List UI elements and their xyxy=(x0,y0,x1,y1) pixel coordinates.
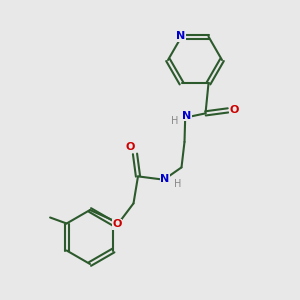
Text: N: N xyxy=(182,111,191,121)
Text: N: N xyxy=(176,31,185,41)
Text: H: H xyxy=(174,179,181,189)
Text: O: O xyxy=(230,105,239,116)
Text: O: O xyxy=(126,142,135,152)
Text: O: O xyxy=(112,219,122,230)
Text: H: H xyxy=(171,116,178,126)
Text: N: N xyxy=(160,174,169,184)
